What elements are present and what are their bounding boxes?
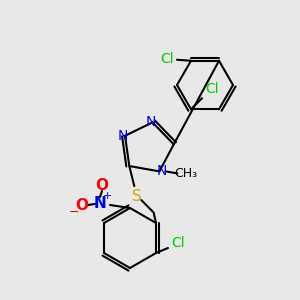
Text: O: O — [76, 197, 88, 212]
Text: N: N — [94, 196, 106, 211]
Text: Cl: Cl — [205, 82, 219, 96]
Text: −: − — [69, 206, 79, 218]
Text: N: N — [156, 164, 167, 178]
Text: +: + — [102, 191, 112, 201]
Text: Cl: Cl — [160, 52, 174, 66]
Text: Cl: Cl — [171, 236, 185, 250]
Text: N: N — [145, 116, 156, 129]
Text: N: N — [118, 129, 128, 143]
Text: O: O — [95, 178, 109, 193]
Text: CH₃: CH₃ — [174, 167, 197, 180]
Text: S: S — [132, 189, 142, 204]
